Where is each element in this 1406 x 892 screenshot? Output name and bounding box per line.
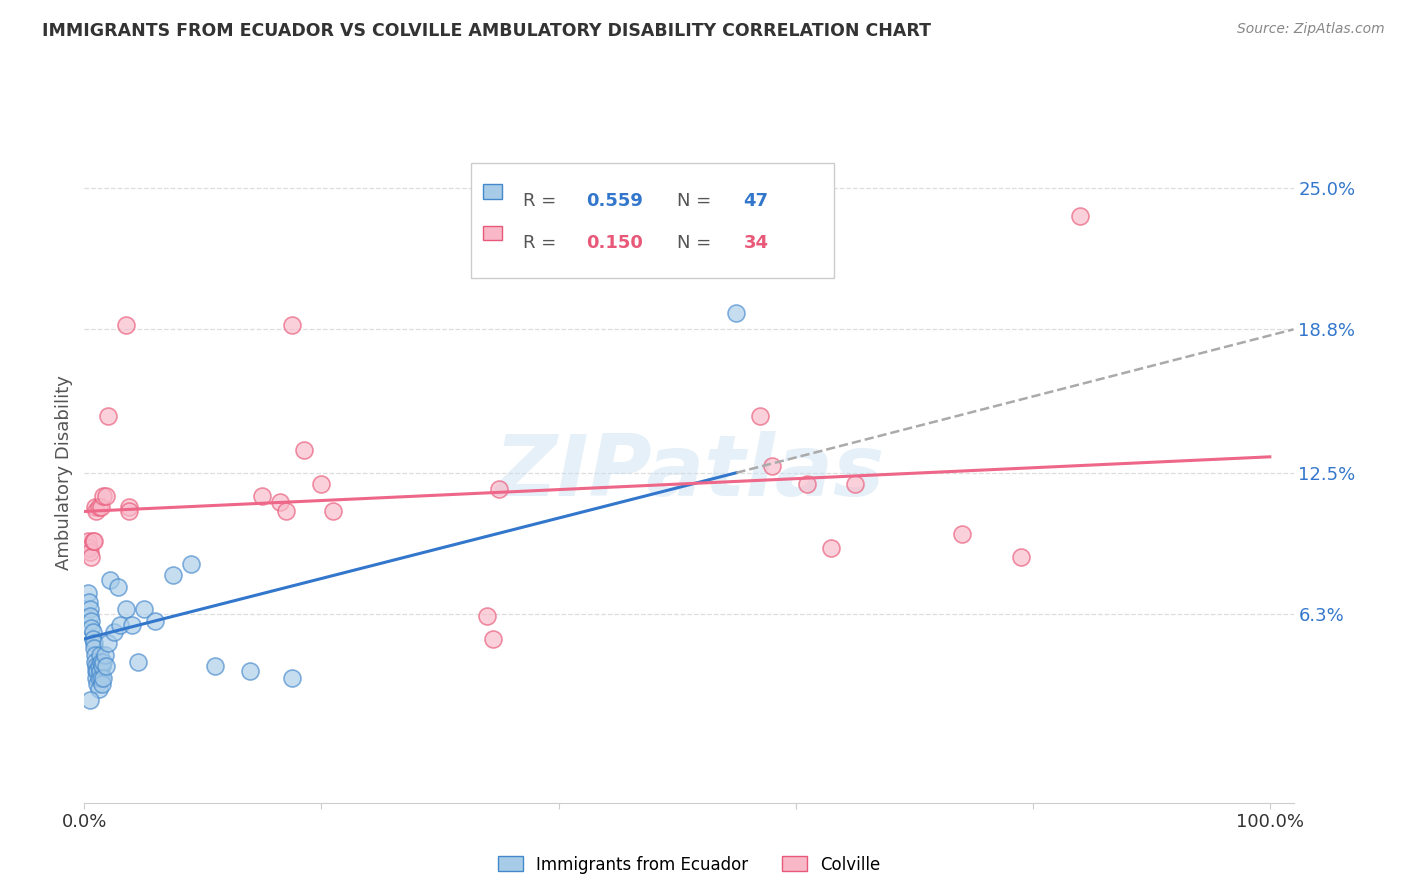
Point	[239, 664, 262, 678]
Point	[180, 557, 202, 571]
Text: Source: ZipAtlas.com: Source: ZipAtlas.com	[1237, 22, 1385, 37]
Point	[86, 664, 108, 678]
Point	[477, 609, 499, 624]
Point	[311, 477, 333, 491]
Point	[90, 500, 112, 514]
Point	[91, 655, 114, 669]
Point	[84, 664, 107, 678]
Text: ZIPatlas: ZIPatlas	[494, 431, 884, 515]
Point	[1069, 209, 1091, 223]
Text: 47: 47	[744, 192, 768, 210]
Point	[162, 568, 184, 582]
Point	[80, 614, 103, 628]
Point	[91, 659, 114, 673]
Point	[80, 621, 103, 635]
Point	[1010, 549, 1032, 564]
Point	[91, 677, 114, 691]
Point	[115, 602, 138, 616]
Point	[107, 580, 129, 594]
Point	[84, 671, 107, 685]
Point	[77, 534, 100, 549]
Point	[90, 671, 112, 685]
Text: 34: 34	[744, 234, 768, 252]
Point	[269, 495, 291, 509]
Point	[108, 618, 131, 632]
Point	[250, 489, 273, 503]
Point	[94, 489, 117, 503]
Point	[87, 671, 110, 685]
Point	[97, 409, 120, 423]
Point	[79, 693, 101, 707]
Point	[87, 659, 110, 673]
Legend: Immigrants from Ecuador, Colville: Immigrants from Ecuador, Colville	[491, 849, 887, 880]
Point	[83, 534, 105, 549]
Point	[93, 648, 115, 662]
FancyBboxPatch shape	[471, 162, 834, 278]
Point	[82, 625, 104, 640]
Point	[482, 632, 505, 646]
Point	[84, 504, 107, 518]
Point	[79, 609, 101, 624]
Point	[127, 655, 149, 669]
Point	[204, 659, 226, 673]
Point	[97, 636, 120, 650]
Point	[83, 636, 105, 650]
Point	[281, 671, 304, 685]
Point	[84, 648, 107, 662]
Point	[84, 500, 107, 514]
Point	[761, 458, 783, 473]
Point	[292, 442, 315, 457]
Text: 0.559: 0.559	[586, 192, 643, 210]
Point	[83, 640, 105, 655]
Point	[79, 602, 101, 616]
Point	[132, 602, 155, 616]
Point	[118, 504, 141, 518]
Point	[94, 659, 117, 673]
Point	[488, 482, 510, 496]
Point	[118, 500, 141, 514]
Text: N =: N =	[676, 234, 717, 252]
Text: N =: N =	[676, 192, 717, 210]
Point	[103, 625, 125, 640]
Point	[322, 504, 344, 518]
Point	[87, 500, 110, 514]
Point	[77, 586, 100, 600]
Point	[950, 527, 973, 541]
Point	[844, 477, 866, 491]
Bar	[484, 226, 502, 241]
Point	[274, 504, 297, 518]
Point	[86, 677, 108, 691]
Y-axis label: Ambulatory Disability: Ambulatory Disability	[55, 376, 73, 570]
Point	[90, 655, 112, 669]
Point	[82, 632, 104, 646]
Point	[796, 477, 818, 491]
Point	[281, 318, 304, 332]
Point	[91, 671, 114, 685]
Text: R =: R =	[523, 192, 562, 210]
Point	[84, 659, 107, 673]
Point	[77, 595, 100, 609]
Point	[725, 306, 748, 320]
Point	[121, 618, 143, 632]
Point	[80, 549, 103, 564]
Text: R =: R =	[523, 234, 562, 252]
Point	[100, 573, 122, 587]
Point	[89, 664, 111, 678]
Text: 0.150: 0.150	[586, 234, 643, 252]
Point	[89, 648, 111, 662]
Point	[749, 409, 772, 423]
Point	[84, 655, 107, 669]
Point	[82, 534, 104, 549]
Point	[91, 489, 114, 503]
Point	[77, 541, 100, 555]
Point	[115, 318, 138, 332]
Text: IMMIGRANTS FROM ECUADOR VS COLVILLE AMBULATORY DISABILITY CORRELATION CHART: IMMIGRANTS FROM ECUADOR VS COLVILLE AMBU…	[42, 22, 931, 40]
Point	[79, 545, 101, 559]
Point	[87, 681, 110, 696]
Point	[145, 614, 167, 628]
Point	[820, 541, 842, 555]
Bar	[484, 185, 502, 199]
